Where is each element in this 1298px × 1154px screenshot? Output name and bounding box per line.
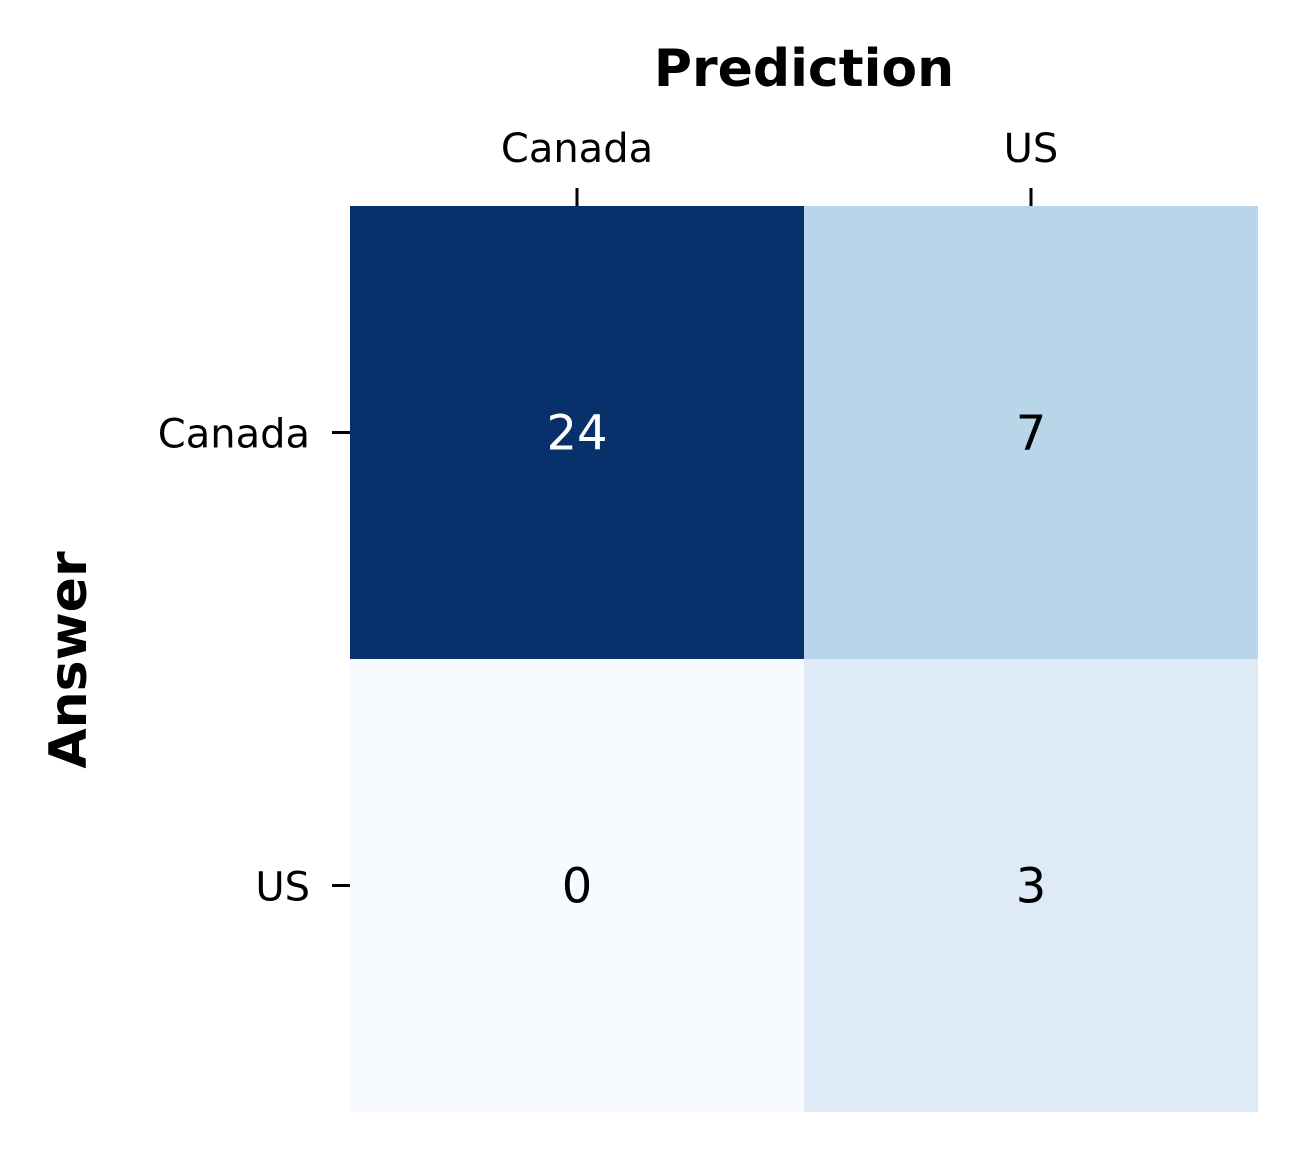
x-axis-title: Prediction [654,39,954,99]
x-axis-ticks: Canada US [501,126,1058,206]
heatmap-cell-1-1 [804,659,1258,1112]
x-tick-label: Canada [501,126,653,172]
y-axis-title: Answer [39,551,99,769]
heatmap-cell-0-1 [804,206,1258,659]
heatmap-cell-0-0 [350,206,804,659]
cell-value-label-1-1: 3 [1016,859,1047,915]
heatmap-cells: 24 7 0 3 [350,206,1258,1112]
cell-value-label-1-0: 0 [562,859,593,915]
y-axis-ticks: Canada US [158,412,350,911]
y-tick-label: US [255,865,310,911]
heatmap-cell-1-0 [350,659,804,1112]
x-tick-label: US [1004,126,1059,172]
cell-value-label-0-0: 24 [546,406,607,462]
cell-value-label-0-1: 7 [1016,406,1047,462]
y-tick-label: Canada [158,412,310,458]
